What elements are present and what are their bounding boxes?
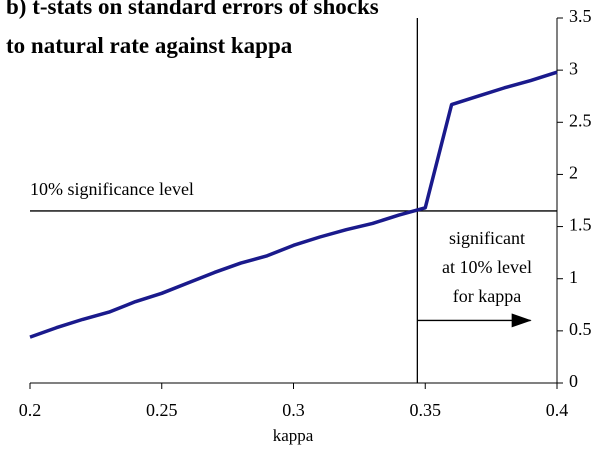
x-axis-label: kappa	[273, 426, 314, 445]
y-tick-label: 1.5	[569, 215, 592, 235]
chart-title: b) t-stats on standard errors of shocks	[6, 0, 379, 19]
y-tick-label: 1	[569, 267, 578, 287]
annotation: for kappa	[453, 286, 521, 306]
x-tick-label: 0.4	[546, 400, 569, 420]
y-tick-label: 2.5	[569, 110, 592, 130]
y-tick-label: 3.5	[569, 6, 592, 26]
y-tick-label: 3	[569, 58, 578, 78]
y-tick-label: 2	[569, 163, 578, 183]
x-tick-label: 0.2	[19, 400, 42, 420]
x-tick-label: 0.25	[146, 400, 178, 420]
annotation: significant	[449, 228, 525, 248]
annotation: at 10% level	[442, 257, 532, 277]
y-tick-label: 0	[569, 371, 578, 391]
x-tick-label: 0.3	[282, 400, 305, 420]
chart-title: to natural rate against kappa	[6, 33, 293, 58]
x-tick-label: 0.35	[410, 400, 442, 420]
y-tick-label: 0.5	[569, 319, 592, 339]
series-line	[29, 70, 558, 339]
reference-label: 10% significance level	[30, 179, 194, 199]
